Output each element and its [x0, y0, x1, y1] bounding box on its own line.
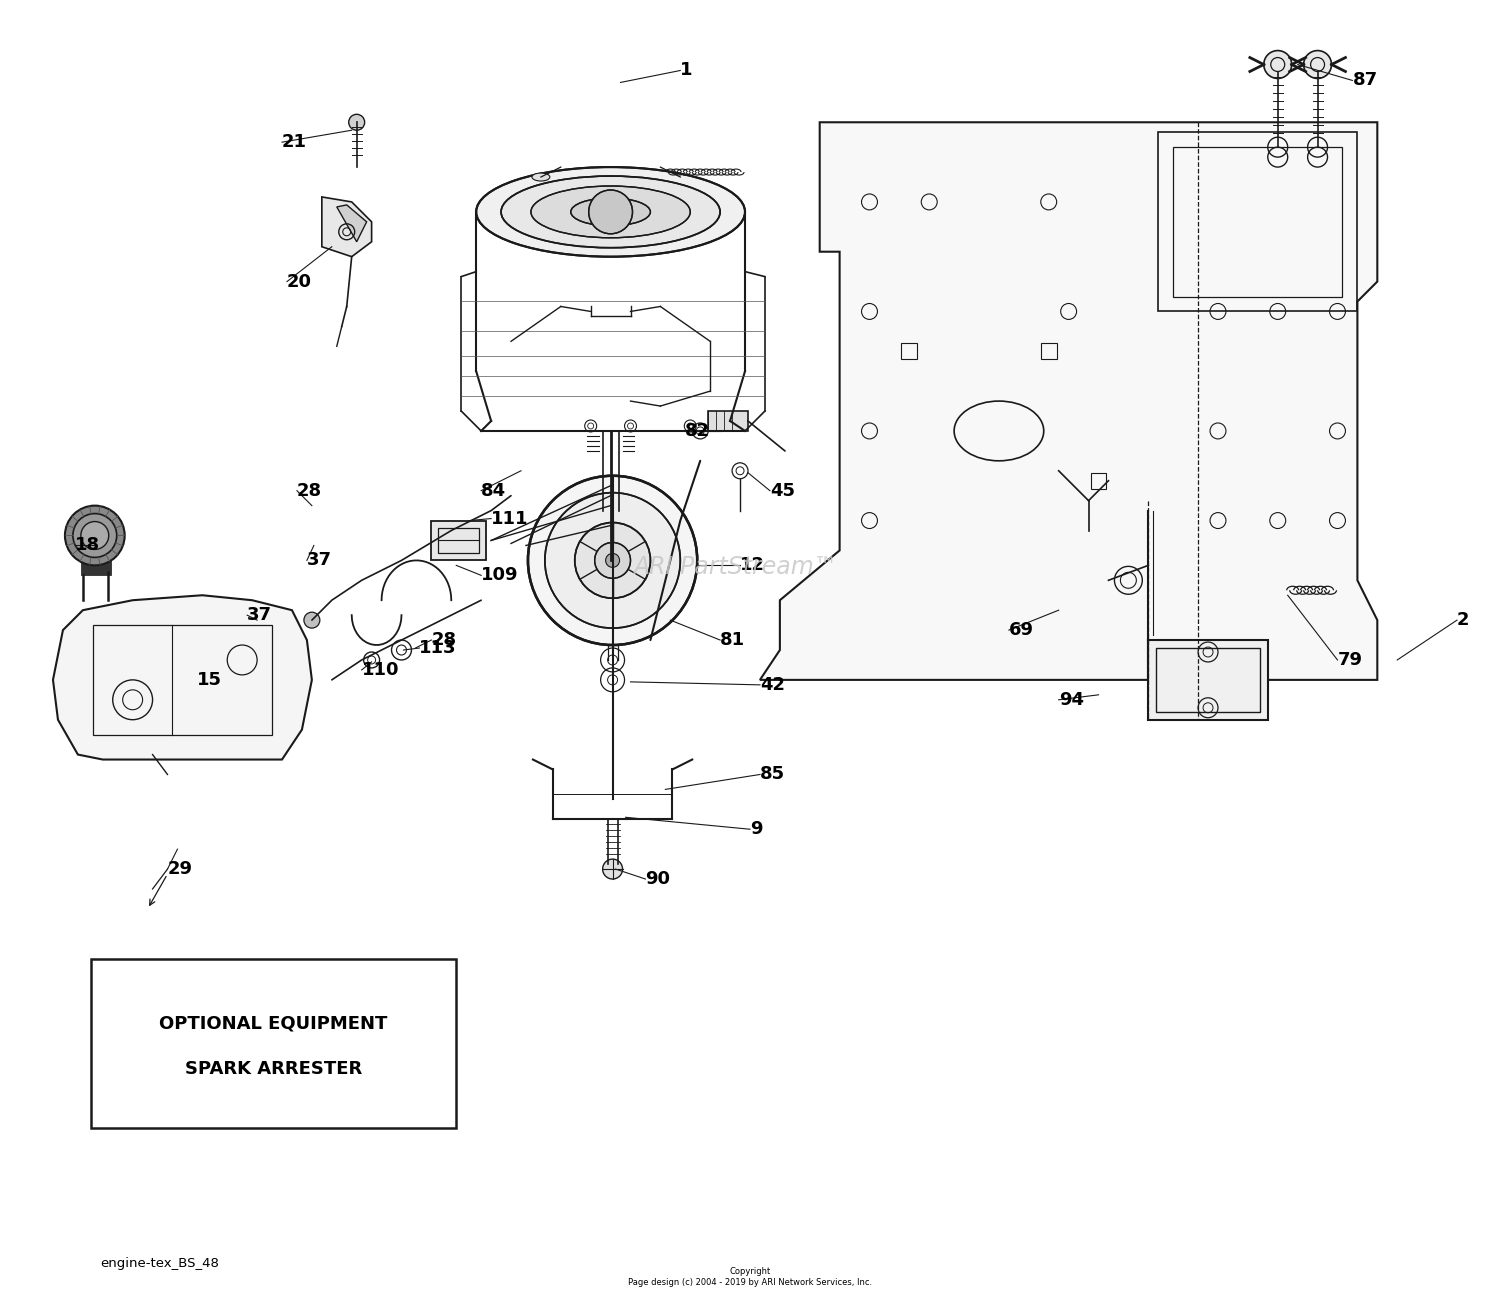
Circle shape	[1304, 51, 1332, 78]
Text: 2: 2	[1456, 611, 1470, 629]
Circle shape	[304, 612, 320, 628]
Circle shape	[81, 521, 108, 550]
Text: 69: 69	[1010, 622, 1034, 638]
Polygon shape	[760, 122, 1377, 680]
Text: 87: 87	[1353, 72, 1377, 90]
Circle shape	[588, 190, 633, 233]
Text: 42: 42	[760, 676, 784, 694]
Circle shape	[603, 859, 622, 880]
Text: 9: 9	[750, 821, 762, 838]
Text: 37: 37	[248, 606, 272, 624]
Bar	[1158, 132, 1358, 311]
Text: 85: 85	[760, 765, 784, 783]
Text: 28: 28	[432, 631, 456, 649]
Bar	[708, 410, 748, 431]
Bar	[92, 959, 456, 1128]
Bar	[1173, 147, 1342, 297]
Circle shape	[348, 115, 364, 130]
Text: 79: 79	[1338, 652, 1362, 668]
Bar	[432, 521, 486, 560]
Bar	[1041, 343, 1056, 360]
Text: 94: 94	[1059, 691, 1083, 709]
Text: engine-tex_BS_48: engine-tex_BS_48	[100, 1257, 219, 1270]
Text: 84: 84	[482, 482, 507, 499]
Text: OPTIONAL EQUIPMENT: OPTIONAL EQUIPMENT	[159, 1014, 387, 1032]
Ellipse shape	[532, 173, 550, 181]
Text: 28: 28	[297, 482, 322, 499]
Text: 29: 29	[168, 860, 192, 878]
Text: 90: 90	[645, 870, 670, 889]
Ellipse shape	[531, 186, 690, 237]
Text: 82: 82	[686, 422, 711, 440]
Text: 109: 109	[482, 567, 519, 584]
Bar	[93, 625, 272, 735]
Text: 12: 12	[740, 556, 765, 575]
Bar	[902, 343, 918, 360]
Circle shape	[574, 523, 651, 598]
Bar	[1149, 640, 1268, 719]
Text: 45: 45	[770, 482, 795, 499]
Text: 37: 37	[308, 551, 332, 569]
Polygon shape	[338, 205, 366, 242]
Circle shape	[64, 506, 125, 566]
Bar	[1156, 648, 1260, 711]
Circle shape	[606, 554, 619, 567]
Circle shape	[544, 493, 681, 628]
Polygon shape	[53, 595, 312, 760]
Text: 111: 111	[490, 509, 528, 528]
Text: 110: 110	[362, 661, 399, 679]
Polygon shape	[322, 197, 372, 257]
Ellipse shape	[572, 198, 651, 225]
Text: ARI PartStream™: ARI PartStream™	[633, 555, 837, 579]
Bar	[81, 560, 111, 576]
Circle shape	[528, 476, 698, 645]
Text: SPARK ARRESTER: SPARK ARRESTER	[184, 1059, 362, 1078]
Ellipse shape	[476, 167, 746, 257]
Text: 81: 81	[720, 631, 746, 649]
Text: 20: 20	[286, 272, 312, 291]
Text: 113: 113	[420, 638, 458, 657]
Ellipse shape	[501, 176, 720, 248]
Text: Copyright
Page design (c) 2004 - 2019 by ARI Network Services, Inc.: Copyright Page design (c) 2004 - 2019 by…	[628, 1268, 872, 1286]
Bar	[438, 528, 479, 554]
Circle shape	[594, 542, 630, 579]
Text: 21: 21	[282, 133, 308, 151]
Bar	[1090, 473, 1107, 489]
Text: 1: 1	[681, 61, 693, 79]
Text: 18: 18	[75, 537, 100, 555]
Text: 15: 15	[198, 671, 222, 689]
Circle shape	[74, 513, 117, 558]
Circle shape	[1264, 51, 1292, 78]
